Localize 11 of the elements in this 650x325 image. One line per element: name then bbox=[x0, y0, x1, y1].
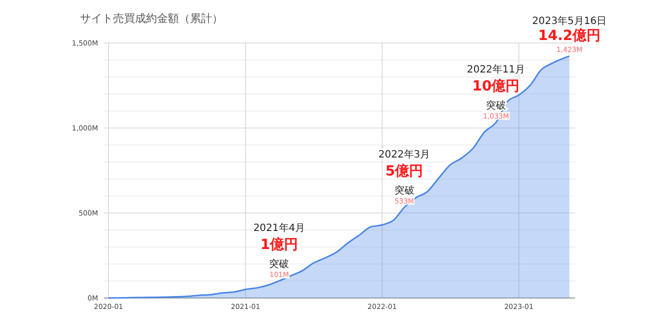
text: 2023年5月16日 bbox=[532, 15, 607, 28]
chart-title: サイト売買成約金額（累計） bbox=[80, 12, 223, 25]
annotation: 14.2億円 bbox=[538, 27, 601, 44]
annotation: 2022年3月 bbox=[378, 148, 430, 160]
annotation: 5億円 bbox=[385, 162, 424, 180]
annotation: 1億円 bbox=[260, 236, 298, 253]
annotation: 突破 bbox=[269, 258, 290, 270]
annotation: 突破 bbox=[394, 184, 414, 196]
annotation: 2022年11月 bbox=[466, 63, 526, 76]
annotation: 2021年4月 bbox=[253, 222, 306, 234]
annotation: 10億円 bbox=[472, 77, 520, 94]
